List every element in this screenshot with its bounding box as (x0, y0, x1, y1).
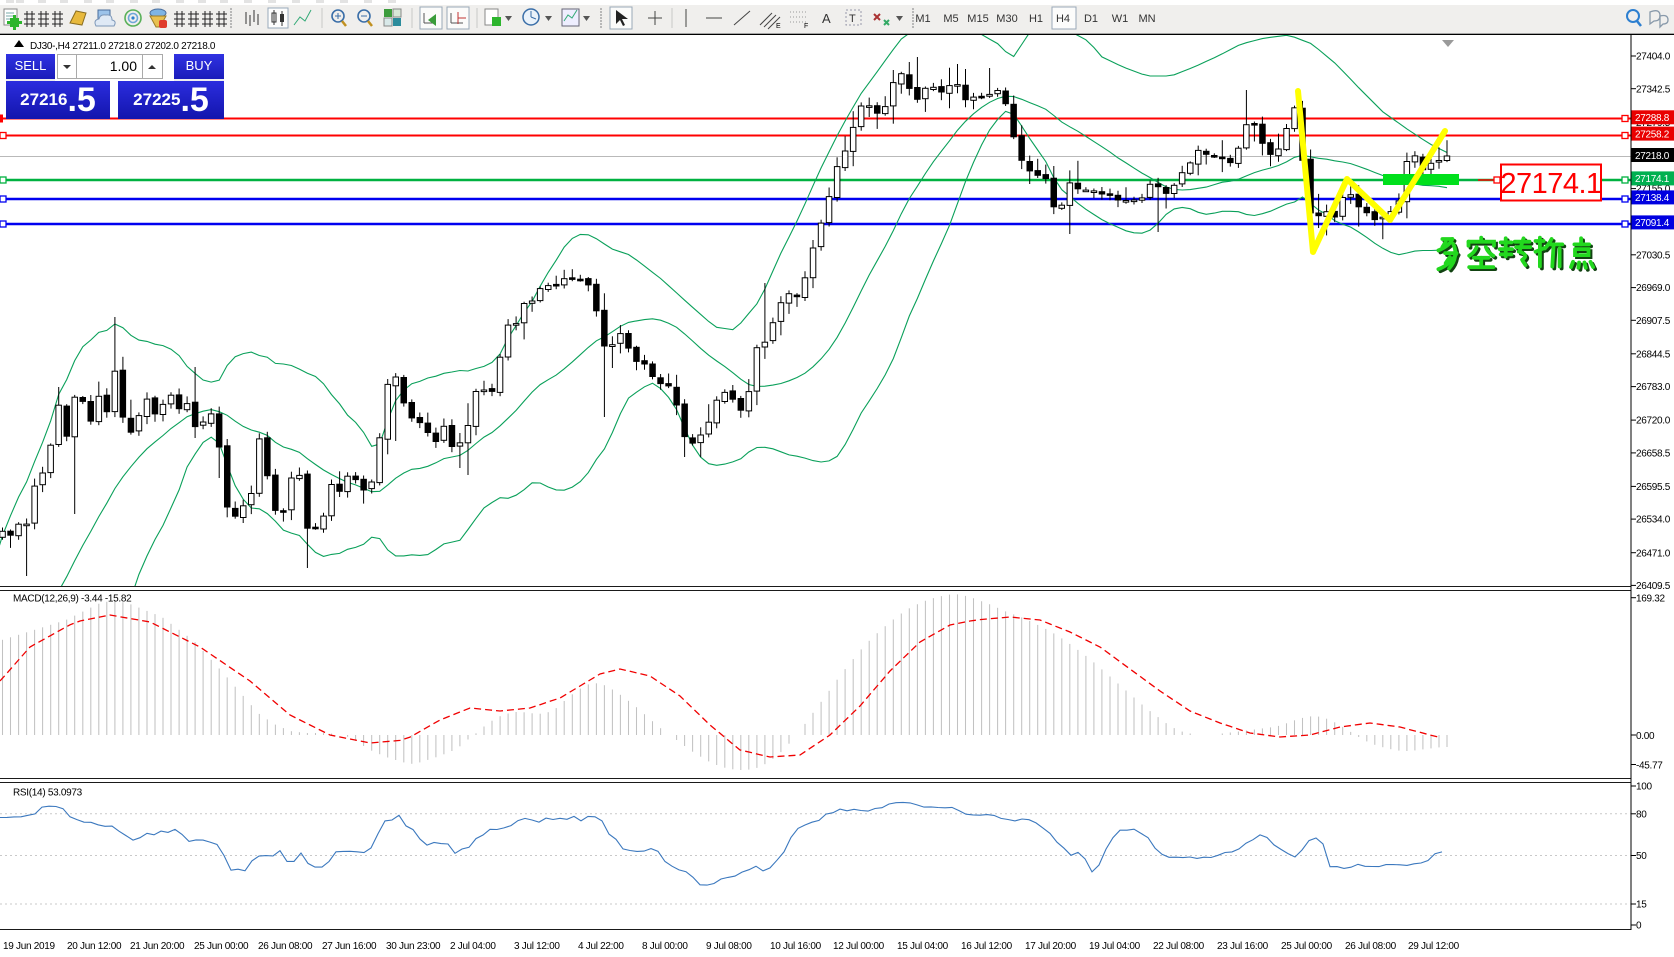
svg-text:23 Jul 16:00: 23 Jul 16:00 (1217, 941, 1269, 952)
svg-text:26658.5: 26658.5 (1636, 449, 1671, 460)
svg-text:0: 0 (1636, 921, 1642, 932)
svg-text:27288.8: 27288.8 (1635, 113, 1670, 124)
svg-text:19 Jun 2019: 19 Jun 2019 (3, 941, 55, 952)
svg-text:26534.0: 26534.0 (1636, 515, 1671, 526)
svg-text:27030.5: 27030.5 (1636, 250, 1671, 261)
svg-text:E: E (776, 23, 781, 30)
svg-text:50: 50 (1636, 851, 1647, 862)
svg-text:27091.4: 27091.4 (1635, 218, 1670, 229)
svg-text:27 Jun 16:00: 27 Jun 16:00 (322, 941, 377, 952)
svg-text:21 Jun 20:00: 21 Jun 20:00 (130, 941, 185, 952)
svg-text:26969.0: 26969.0 (1636, 283, 1671, 294)
svg-text:4 Jul 22:00: 4 Jul 22:00 (578, 941, 624, 952)
svg-text:D1: D1 (1084, 13, 1098, 25)
svg-text:A: A (822, 11, 831, 26)
svg-text:27404.0: 27404.0 (1636, 52, 1671, 63)
svg-text:27174.1: 27174.1 (1635, 174, 1670, 185)
svg-text:DJ30-,H4 27211.0 27218.0 2720: DJ30-,H4 27211.0 27218.0 27202.0 27218.0 (30, 41, 216, 52)
svg-text:26844.5: 26844.5 (1636, 349, 1671, 360)
svg-text:27138.4: 27138.4 (1635, 193, 1670, 204)
svg-text:169.32: 169.32 (1636, 594, 1666, 605)
svg-text:3 Jul 12:00: 3 Jul 12:00 (514, 941, 560, 952)
svg-text:26471.0: 26471.0 (1636, 548, 1671, 559)
svg-text:-45.77: -45.77 (1636, 761, 1663, 772)
svg-text:30 Jun 23:00: 30 Jun 23:00 (386, 941, 441, 952)
svg-text:W1: W1 (1112, 13, 1129, 25)
svg-text:26595.5: 26595.5 (1636, 482, 1671, 493)
svg-text:M30: M30 (996, 13, 1017, 25)
svg-text:10 Jul 16:00: 10 Jul 16:00 (770, 941, 822, 952)
svg-text:25 Jun 00:00: 25 Jun 00:00 (194, 941, 249, 952)
svg-text:100: 100 (1636, 782, 1653, 793)
svg-text:12 Jul 00:00: 12 Jul 00:00 (833, 941, 885, 952)
svg-text:27258.2: 27258.2 (1635, 129, 1670, 140)
svg-text:H4: H4 (1056, 13, 1070, 25)
svg-text:2 Jul 04:00: 2 Jul 04:00 (450, 941, 496, 952)
svg-text:26409.5: 26409.5 (1636, 581, 1671, 592)
svg-text:RSI(14) 53.0973: RSI(14) 53.0973 (13, 788, 83, 799)
svg-text:27218.0: 27218.0 (1635, 151, 1670, 162)
svg-text:25 Jul 00:00: 25 Jul 00:00 (1281, 941, 1333, 952)
svg-text:22 Jul 08:00: 22 Jul 08:00 (1153, 941, 1205, 952)
svg-text:15: 15 (1636, 900, 1647, 911)
svg-text:8 Jul 00:00: 8 Jul 00:00 (642, 941, 688, 952)
svg-text:0.00: 0.00 (1636, 731, 1655, 742)
svg-text:26907.5: 26907.5 (1636, 316, 1671, 327)
svg-text:MACD(12,26,9) -3.44 -15.82: MACD(12,26,9) -3.44 -15.82 (13, 594, 132, 605)
svg-text:26 Jul 08:00: 26 Jul 08:00 (1345, 941, 1397, 952)
svg-text:16 Jul 12:00: 16 Jul 12:00 (961, 941, 1013, 952)
svg-text:M5: M5 (943, 13, 958, 25)
svg-text:27155.0: 27155.0 (1636, 184, 1671, 195)
svg-text:F: F (804, 23, 808, 30)
svg-text:H1: H1 (1029, 13, 1043, 25)
svg-text:27342.5: 27342.5 (1636, 84, 1671, 95)
svg-text:27174.1: 27174.1 (1500, 168, 1601, 200)
svg-text:26783.0: 26783.0 (1636, 382, 1671, 393)
svg-text:19 Jul 04:00: 19 Jul 04:00 (1089, 941, 1141, 952)
svg-text:80: 80 (1636, 809, 1647, 820)
svg-text:17 Jul 20:00: 17 Jul 20:00 (1025, 941, 1077, 952)
svg-text:9 Jul 08:00: 9 Jul 08:00 (706, 941, 752, 952)
svg-text:26720.0: 26720.0 (1636, 416, 1671, 427)
svg-text:M15: M15 (967, 13, 988, 25)
svg-text:MN: MN (1138, 13, 1155, 25)
svg-text:T: T (849, 13, 856, 25)
svg-text:29 Jul 12:00: 29 Jul 12:00 (1408, 941, 1460, 952)
svg-text:M1: M1 (915, 13, 930, 25)
svg-text:20 Jun 12:00: 20 Jun 12:00 (67, 941, 122, 952)
svg-text:26 Jun 08:00: 26 Jun 08:00 (258, 941, 313, 952)
svg-text:15 Jul 04:00: 15 Jul 04:00 (897, 941, 949, 952)
